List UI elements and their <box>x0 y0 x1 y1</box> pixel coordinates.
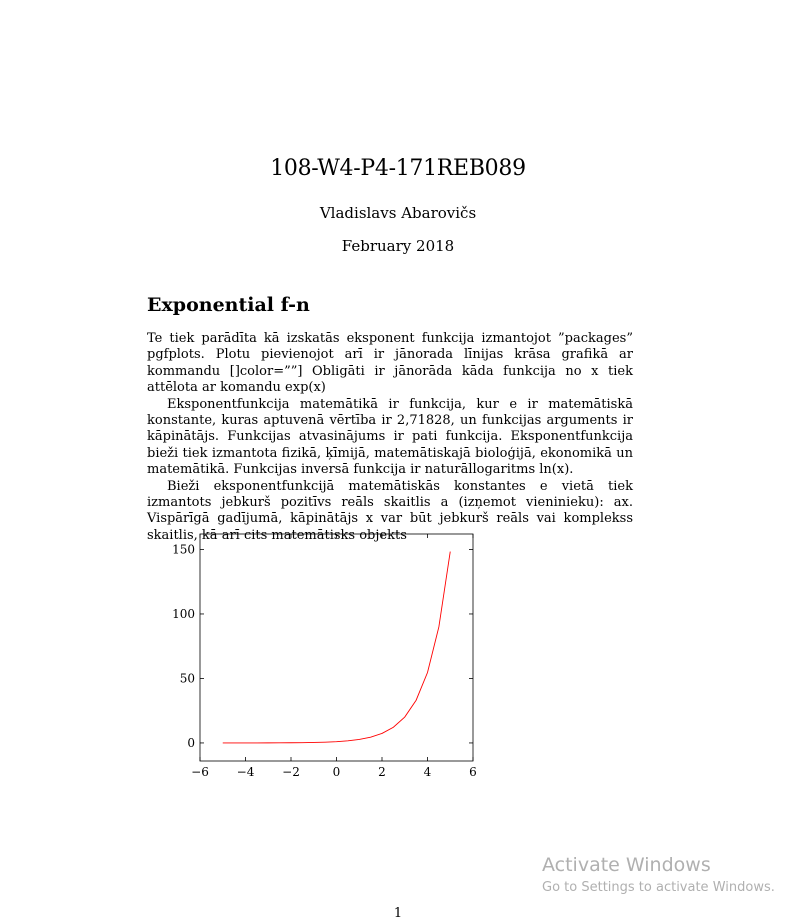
activate-windows-watermark: Activate Windows Go to Settings to activ… <box>542 854 775 895</box>
x-tick-label: −6 <box>191 765 209 779</box>
x-tick-label: 6 <box>469 765 477 779</box>
exponential-chart: −6 −4 −2 0 2 4 6 0 50 100 150 <box>172 533 477 779</box>
watermark-title: Activate Windows <box>542 854 711 876</box>
paragraph: Eksponentfunkcija matemātikā ir funkcija… <box>147 396 633 478</box>
y-tick-label: 50 <box>180 671 195 685</box>
y-tick-label: 0 <box>187 736 195 750</box>
x-tick-label: −2 <box>282 765 300 779</box>
x-tick-label: −4 <box>237 765 255 779</box>
x-tick-label: 2 <box>378 765 386 779</box>
document-title: 108-W4-P4-171REB089 <box>270 156 526 181</box>
document-date: February 2018 <box>341 237 455 255</box>
paragraph: Bieži eksponentfunkcijā matemātiskās kon… <box>147 478 633 543</box>
plot-frame <box>199 533 474 762</box>
exp-series-line <box>222 551 451 744</box>
body-text: Te tiek parādīta kā izskatās eksponent f… <box>147 331 633 544</box>
y-tick-label: 150 <box>172 542 195 556</box>
section-heading: Exponential f-n <box>147 294 310 316</box>
y-tick-label: 100 <box>172 607 195 621</box>
paragraph: Te tiek parādīta kā izskatās eksponent f… <box>147 331 633 396</box>
document-author: Vladislavs Abarovičs <box>319 204 477 222</box>
x-tick-label: 4 <box>424 765 432 779</box>
page-number: 1 <box>393 906 403 921</box>
x-tick-label: 0 <box>333 765 341 779</box>
watermark-subtitle: Go to Settings to activate Windows. <box>542 880 775 895</box>
